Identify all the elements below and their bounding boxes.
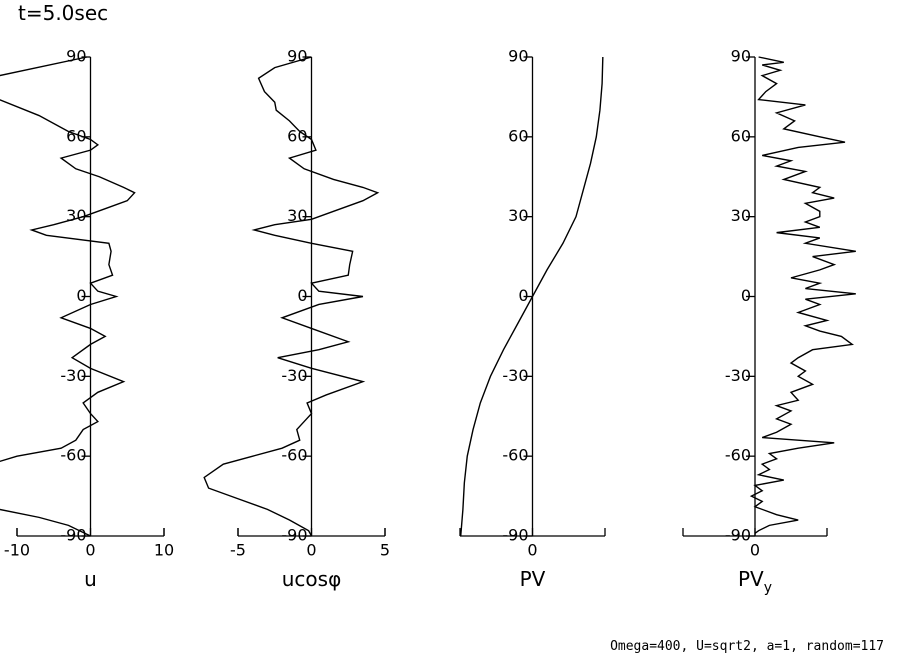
x-axis-label-main: u [84, 567, 97, 591]
y-tick-label: -60 [502, 446, 528, 465]
profile-line [749, 56, 856, 534]
y-tick-label: -30 [281, 366, 307, 385]
y-tick-label: 90 [66, 47, 86, 66]
y-tick-label: -30 [725, 366, 751, 385]
y-tick-label: 90 [508, 47, 528, 66]
y-tick-label: 90 [731, 47, 751, 66]
y-tick-label: -90 [502, 526, 528, 545]
title: t=5.0sec [18, 1, 108, 25]
y-tick-label: 90 [287, 47, 307, 66]
x-tick-label: 10 [154, 541, 174, 560]
y-tick-label: 0 [76, 286, 86, 305]
y-tick-label: 0 [297, 286, 307, 305]
x-tick-label: 0 [85, 541, 95, 560]
x-axis-label-main: PV [520, 567, 546, 591]
y-tick-label: 60 [508, 126, 528, 145]
profile-line [0, 56, 136, 537]
x-axis-label-sub: y [764, 580, 772, 596]
y-tick-label: -90 [281, 526, 307, 545]
y-tick-label: 30 [66, 206, 86, 225]
x-axis-label-main: ucosφ [282, 567, 342, 591]
x-tick-label: 0 [750, 541, 760, 560]
profile-line [203, 56, 380, 537]
y-tick-label: -90 [725, 526, 751, 545]
y-tick-label: -30 [502, 366, 528, 385]
y-tick-label: -30 [60, 366, 86, 385]
y-tick-label: 30 [731, 206, 751, 225]
x-axis-label-main: PV [738, 567, 764, 591]
x-tick-label: 5 [380, 541, 390, 560]
y-tick-label: 0 [741, 286, 751, 305]
footnote: Omega=400, U=sqrt2, a=1, random=117 [610, 639, 884, 654]
y-tick-label: 60 [66, 126, 86, 145]
x-axis-label: u [84, 567, 97, 591]
x-axis-label: ucosφ [282, 567, 342, 591]
x-axis-label: PV [520, 567, 546, 591]
x-tick-label: -5 [230, 541, 246, 560]
y-tick-label: -60 [60, 446, 86, 465]
profile-line [460, 56, 604, 537]
y-tick-label: 30 [508, 206, 528, 225]
y-tick-label: -60 [281, 446, 307, 465]
y-tick-label: -60 [725, 446, 751, 465]
y-tick-label: 0 [518, 286, 528, 305]
x-tick-label: 0 [306, 541, 316, 560]
x-axis-label: PVy [738, 567, 772, 596]
x-tick-label: 0 [527, 541, 537, 560]
y-tick-label: 60 [731, 126, 751, 145]
x-tick-label: -10 [4, 541, 30, 560]
y-tick-label: 60 [287, 126, 307, 145]
